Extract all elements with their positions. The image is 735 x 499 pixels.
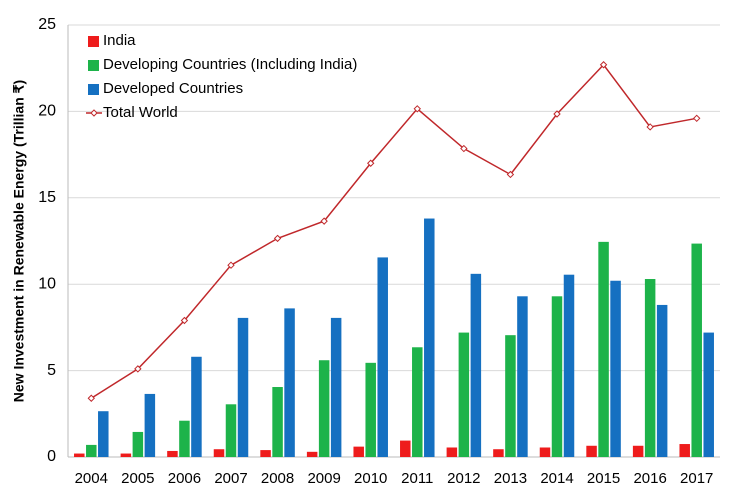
bar [213, 449, 225, 457]
bar [703, 332, 714, 457]
bar [144, 393, 156, 457]
line-marker [646, 123, 654, 131]
x-tick-label: 2011 [401, 470, 433, 487]
legend-label: Developing Countries (Including India) [103, 56, 357, 73]
x-tick-label: 2004 [75, 470, 108, 487]
y-tick-label: 15 [38, 189, 56, 206]
y-tick-label: 25 [38, 16, 56, 33]
legend-swatch [88, 36, 99, 47]
bar [400, 440, 411, 457]
line-marker [320, 217, 328, 225]
bar [539, 447, 551, 457]
bar [505, 335, 516, 457]
x-tick-label: 2013 [494, 470, 527, 487]
legend-swatch [88, 84, 99, 95]
line-marker [693, 114, 701, 123]
bar [424, 218, 435, 457]
bar [656, 304, 668, 457]
bar [586, 445, 597, 457]
bar [458, 332, 470, 457]
bar [179, 420, 190, 457]
x-tick-label: 2005 [121, 470, 154, 487]
line-marker [180, 316, 189, 325]
x-tick-label: 2010 [354, 470, 387, 487]
legend-label: India [103, 32, 136, 49]
bar [365, 362, 376, 457]
y-tick-label: 20 [38, 103, 56, 120]
x-tick-label: 2015 [587, 470, 620, 487]
bar [353, 446, 364, 457]
line-marker [413, 105, 421, 113]
y-axis-label: New Investment in Renewable Energy (Tril… [11, 80, 27, 402]
legend-swatch [88, 60, 99, 71]
bar [412, 347, 423, 457]
x-tick-label: 2017 [680, 470, 713, 487]
bar [260, 450, 271, 457]
y-tick-label: 5 [47, 362, 56, 379]
bar [446, 447, 458, 457]
bar [237, 317, 249, 457]
bar [330, 317, 342, 457]
bar [691, 243, 702, 457]
bar [132, 431, 144, 457]
line-marker [506, 170, 515, 179]
bar [306, 451, 318, 457]
bar [470, 273, 482, 457]
x-tick-label: 2009 [307, 470, 340, 487]
legend-label: Developed Countries [103, 80, 243, 97]
bar [517, 296, 528, 457]
bar [167, 450, 178, 457]
bar [610, 280, 621, 457]
legend: India Developing Countries (Including Ind… [86, 32, 357, 121]
bar [98, 411, 109, 457]
line-marker [553, 110, 561, 118]
x-tick-label: 2006 [168, 470, 201, 487]
bar [74, 453, 85, 457]
line [90, 63, 697, 399]
x-tick-label: 2016 [633, 470, 666, 487]
y-tick-label: 10 [38, 275, 56, 292]
y-tick-label: 0 [47, 448, 56, 465]
bar [272, 387, 283, 457]
x-tick-label: 2012 [447, 470, 480, 487]
line-marker [273, 234, 282, 243]
bar [679, 444, 690, 457]
bar [377, 257, 388, 457]
line-marker [599, 61, 608, 69]
line-marker [134, 365, 142, 373]
line-marker [227, 261, 235, 269]
bar [120, 453, 132, 457]
bar [318, 360, 330, 457]
legend-label: Total World [103, 104, 178, 121]
bar [86, 444, 97, 457]
x-tick-label: 2007 [214, 470, 247, 487]
line-marker [367, 159, 375, 167]
bar [644, 279, 656, 457]
bar [632, 445, 644, 457]
bar [225, 404, 237, 457]
bar [598, 241, 609, 457]
bar [191, 356, 202, 457]
bar [284, 308, 295, 457]
bar [493, 449, 504, 457]
legend-marker [90, 109, 98, 117]
bar [551, 296, 563, 457]
line-marker [460, 144, 468, 153]
x-tick-label: 2014 [540, 470, 573, 487]
x-tick-label: 2008 [261, 470, 294, 487]
line-marker [87, 394, 95, 402]
bar [563, 274, 575, 457]
